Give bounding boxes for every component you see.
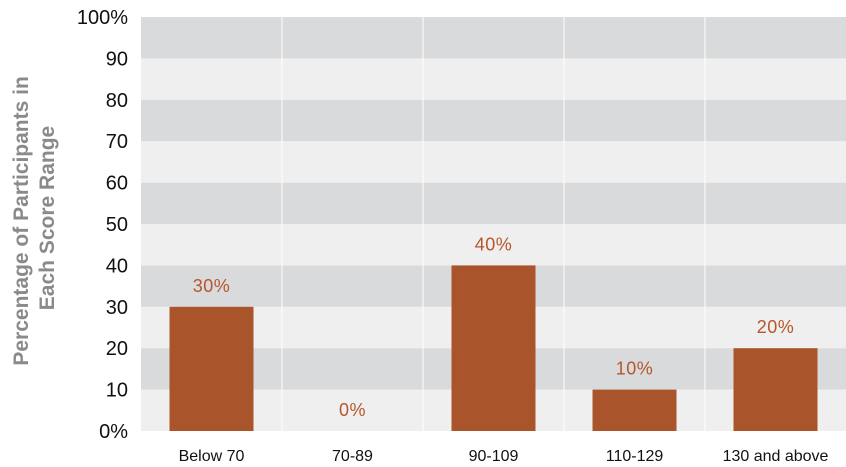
grid-band (141, 99, 846, 142)
y-axis-title-line-2: Each Score Range (36, 126, 59, 310)
x-tick-label: 130 and above (723, 448, 829, 465)
y-tick-label: 0% (99, 421, 128, 443)
y-tick-label: 90 (106, 48, 128, 70)
bar-series (169, 265, 818, 431)
data-labels: 30% 0% 40% 10% 20% (193, 234, 795, 420)
x-tick-label: 70-89 (332, 448, 373, 465)
grid-band (141, 58, 846, 100)
grid-band (141, 224, 846, 266)
x-tick-label: 110-129 (606, 448, 664, 465)
y-tick-label: 50 (106, 214, 128, 236)
plot-background (141, 17, 846, 431)
bar (592, 389, 677, 431)
y-tick-label: 20 (106, 338, 128, 360)
data-label: 10% (616, 359, 654, 379)
y-tick-label: 60 (106, 173, 128, 195)
y-axis-title-line-1: Percentage of Participants in (10, 76, 33, 365)
x-tick-label: Below 70 (179, 448, 245, 465)
data-label: 40% (475, 234, 513, 254)
y-axis-ticks: 0% 10 20 30 40 50 60 70 80 90 100% (77, 7, 128, 443)
bar (733, 348, 818, 431)
y-tick-label: 80 (106, 90, 128, 112)
y-tick-label: 70 (106, 131, 128, 153)
y-axis-title: Percentage of Participants in Each Score… (10, 70, 59, 365)
data-label: 20% (757, 317, 795, 337)
bar (169, 306, 254, 431)
y-tick-label: 30 (106, 297, 128, 319)
data-label: 30% (193, 276, 231, 296)
y-tick-label: 10 (106, 380, 128, 402)
bar (451, 265, 536, 431)
data-label: 0% (339, 400, 366, 420)
y-tick-label: 100% (77, 7, 128, 29)
x-tick-label: 90-109 (469, 448, 519, 465)
grid-band (141, 141, 846, 183)
grid-band (141, 17, 846, 59)
category-dividers (281, 17, 706, 431)
x-axis-categories: Below 70 70-89 90-109 110-129 130 and above (179, 448, 829, 465)
grid-band (141, 182, 846, 224)
y-tick-label: 40 (106, 255, 128, 277)
